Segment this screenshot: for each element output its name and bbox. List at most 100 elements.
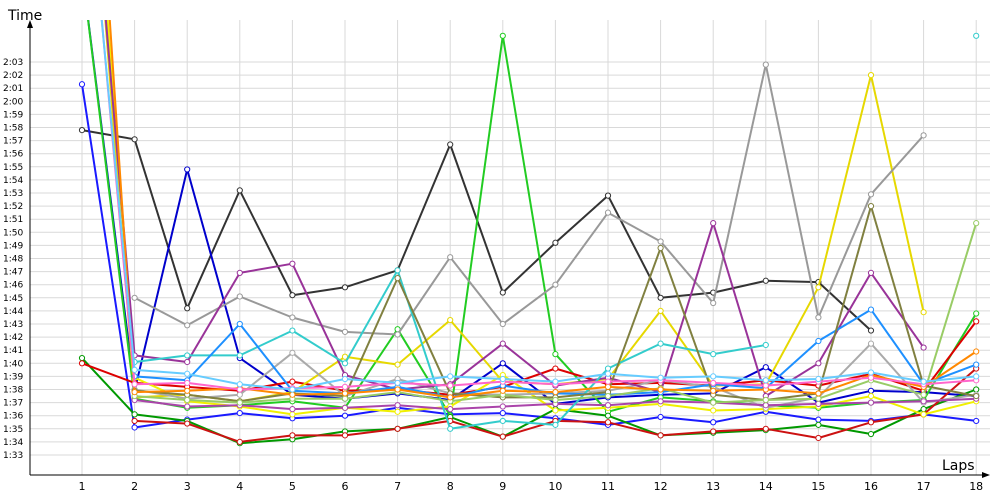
data-point — [341, 328, 349, 335]
data-point — [762, 377, 769, 384]
data-point — [341, 395, 349, 402]
data-point — [184, 352, 191, 359]
data-point — [973, 310, 980, 317]
data-point — [973, 392, 980, 400]
data-point — [815, 390, 822, 397]
tick-labels: 1:33 1:34 1:35 1:36 1:37 1:38 1:39 1:40 1:41 1:42… — [3, 58, 983, 493]
y-tick-label: 1:37 — [3, 399, 23, 409]
data-point — [867, 269, 875, 277]
data-point — [762, 364, 769, 371]
data-point — [78, 360, 86, 367]
series-7 — [131, 365, 980, 445]
y-axis-title: Time — [7, 8, 42, 24]
data-point — [867, 419, 875, 426]
data-point — [657, 374, 664, 381]
data-point — [920, 398, 927, 405]
data-point — [604, 192, 612, 199]
x-tick-label: 4 — [236, 480, 243, 493]
y-tick-label: 1:44 — [3, 307, 23, 317]
y-tick-label: 2:02 — [3, 71, 23, 81]
data-point — [131, 136, 138, 143]
data-point — [867, 327, 875, 334]
data-point — [394, 331, 401, 338]
data-point — [184, 166, 191, 173]
data-point — [815, 360, 822, 367]
data-point — [289, 406, 296, 413]
data-point — [499, 375, 506, 383]
data-point — [289, 386, 296, 393]
y-tick-label: 1:49 — [3, 241, 23, 251]
data-point — [236, 269, 243, 277]
series-19 — [100, 20, 980, 393]
data-point — [499, 433, 506, 440]
data-point — [815, 314, 822, 321]
data-point — [131, 381, 138, 388]
data-point — [289, 432, 296, 439]
data-point — [604, 383, 612, 390]
data-point — [867, 430, 875, 438]
data-point — [131, 366, 138, 373]
data-point — [184, 420, 191, 427]
y-tick-label: 1:53 — [3, 189, 23, 199]
data-point — [604, 365, 612, 372]
data-point — [710, 373, 717, 380]
data-point — [604, 378, 612, 385]
data-point — [341, 432, 349, 439]
y-tick-label: 1:51 — [3, 215, 23, 225]
data-point — [394, 379, 401, 387]
y-tick-label: 1:55 — [3, 163, 23, 173]
data-point — [289, 378, 296, 385]
data-point — [973, 348, 980, 355]
data-point — [341, 404, 349, 411]
y-tick-label: 1:57 — [3, 137, 23, 147]
x-tick-label: 10 — [548, 480, 562, 493]
x-tick-label: 15 — [811, 480, 825, 493]
x-tick-label: 5 — [289, 480, 296, 493]
data-point — [657, 294, 664, 301]
x-tick-label: 13 — [706, 480, 720, 493]
data-point — [236, 399, 243, 406]
y-tick-label: 1:54 — [3, 176, 23, 186]
data-point — [867, 387, 875, 394]
series-10 — [131, 61, 927, 338]
series-13 — [131, 395, 980, 413]
data-point — [236, 391, 243, 398]
series-17 — [131, 220, 980, 406]
data-point — [710, 399, 717, 406]
data-point — [394, 386, 401, 393]
x-tick-label: 1 — [79, 480, 86, 493]
data-point — [236, 438, 243, 445]
data-point — [447, 316, 454, 324]
data-point — [920, 309, 927, 316]
data-point — [341, 284, 349, 291]
data-point — [920, 411, 927, 418]
data-point — [762, 277, 769, 284]
data-point — [78, 354, 86, 362]
x-tick-label: 12 — [654, 480, 668, 493]
x-tick-label: 14 — [759, 480, 773, 493]
data-point — [236, 386, 243, 393]
data-point — [973, 373, 980, 380]
data-point — [394, 361, 401, 368]
series-line — [81, 84, 977, 429]
data-point — [499, 409, 506, 417]
y-tick-label: 2:03 — [3, 58, 23, 68]
data-point — [815, 337, 822, 345]
y-tick-label: 1:58 — [3, 124, 23, 134]
data-point — [236, 409, 243, 417]
data-point — [973, 318, 980, 325]
data-point — [657, 238, 664, 245]
y-tick-label: 1:42 — [3, 333, 23, 343]
series-20 — [100, 20, 980, 393]
x-tick-label: 17 — [917, 480, 931, 493]
data-point — [394, 402, 401, 409]
data-point — [499, 403, 506, 410]
data-point — [973, 32, 980, 39]
data-point — [447, 254, 454, 261]
data-point — [499, 32, 506, 39]
series-line — [100, 20, 977, 391]
data-point — [657, 413, 664, 421]
data-point — [867, 203, 875, 210]
y-tick-label: 1:47 — [3, 268, 23, 278]
data-point — [341, 360, 349, 367]
